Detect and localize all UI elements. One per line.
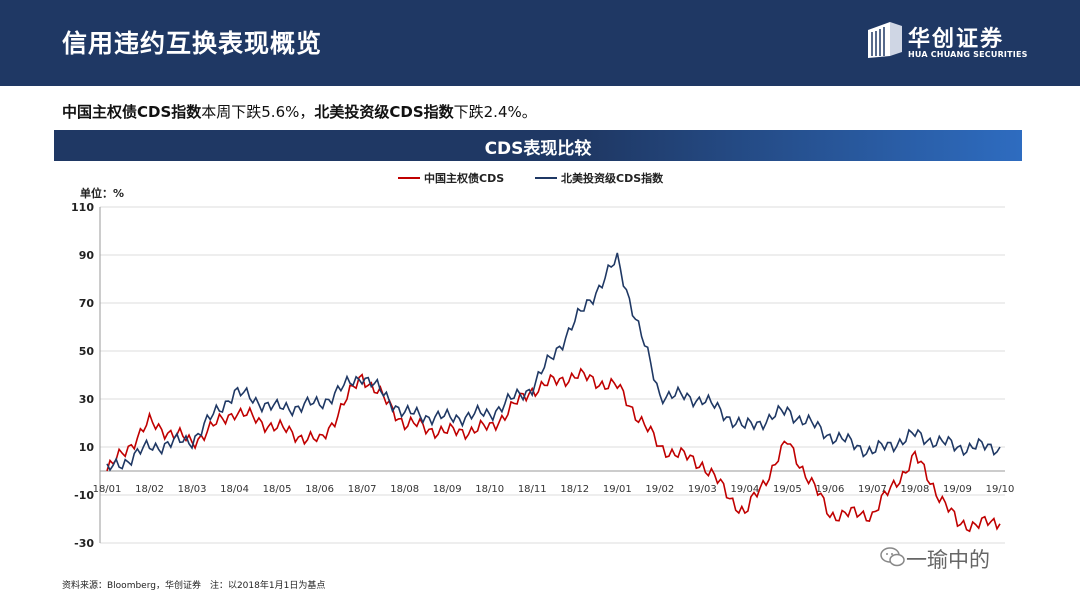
logo-name-en: HUA CHUANG SECURITIES [908,50,1028,59]
x-tick-label: 18/04 [220,484,249,495]
x-tick-label: 19/05 [773,484,802,495]
summary-na-change: 下跌2.4%。 [453,103,537,121]
legend-label-china: 中国主权债CDS [424,171,504,185]
wechat-icon [880,547,905,567]
series-line-china [106,367,1001,533]
summary-china-label: 中国主权债CDS指数 [62,103,202,121]
x-tick-label: 19/01 [603,484,632,495]
cds-line-chart: 中国主权债CDS 北美投资级CDS指数 单位：% -30 -10 10 30 50 70 9… [71,171,1014,550]
x-tick-label: 19/04 [730,484,759,495]
summary-line: 中国主权债CDS指数本周下跌5.6%，北美投资级CDS指数下跌2.4%。 [62,101,537,122]
y-tick-label: 70 [79,297,95,310]
chart-grid [100,206,1005,544]
y-tick-label: 10 [79,441,95,454]
x-tick-label: 18/12 [560,484,589,495]
x-tick-label: 18/08 [390,484,419,495]
source-note: 资料来源：Bloomberg，华创证券 注：以2018年1月1日为基点 [62,581,326,591]
legend-label-na: 北美投资级CDS指数 [561,171,664,185]
y-tick-label: 30 [79,393,95,406]
x-tick-label: 19/07 [858,484,887,495]
x-tick-label: 18/01 [93,484,122,495]
y-tick-label: 50 [79,345,95,358]
chart-legend: 中国主权债CDS 北美投资级CDS指数 [398,171,664,185]
x-tick-label: 19/09 [943,484,972,495]
x-tick-label: 19/06 [815,484,844,495]
watermark-text: 一瑜中的 [906,548,990,572]
logo-name-cn: 华创证券 [908,27,1005,52]
y-axis-unit-label: 单位：% [80,186,124,200]
x-tick-label: 18/03 [178,484,207,495]
x-tick-label: 18/09 [433,484,462,495]
logo-mark-icon [868,22,902,58]
x-tick-label: 18/06 [305,484,334,495]
y-tick-label: 90 [79,249,95,262]
x-tick-label: 19/03 [688,484,717,495]
series-line-na [106,252,1001,472]
x-tick-label: 18/07 [348,484,377,495]
y-tick-label: -30 [74,537,94,550]
company-logo: 华创证券 HUA CHUANG SECURITIES [864,20,1064,64]
y-tick-label: 110 [71,201,94,214]
x-tick-label: 19/08 [901,484,930,495]
x-tick-label: 18/11 [518,484,547,495]
summary-na-label: 北美投资级CDS指数 [314,103,454,121]
x-tick-label: 19/10 [986,484,1015,495]
chart-banner: CDS表现比较 [54,130,1022,161]
x-tick-label: 18/10 [475,484,504,495]
chart-title: CDS表现比较 [484,139,592,159]
summary-china-change: 本周下跌5.6%， [201,103,315,121]
header-bar: 信用违约互换表现概览 华创证券 HUA CHUANG SECURITIES [0,0,1080,86]
chart-series [106,252,1001,533]
chart-axes: -30 -10 10 30 50 70 90 110 18/01 18/02 18/03 18/04 1… [71,201,1014,550]
x-tick-label: 18/05 [263,484,292,495]
x-tick-label: 18/02 [135,484,164,495]
y-tick-label: -10 [74,489,94,502]
page-title: 信用违约互换表现概览 [62,29,323,58]
x-tick-label: 19/02 [645,484,674,495]
